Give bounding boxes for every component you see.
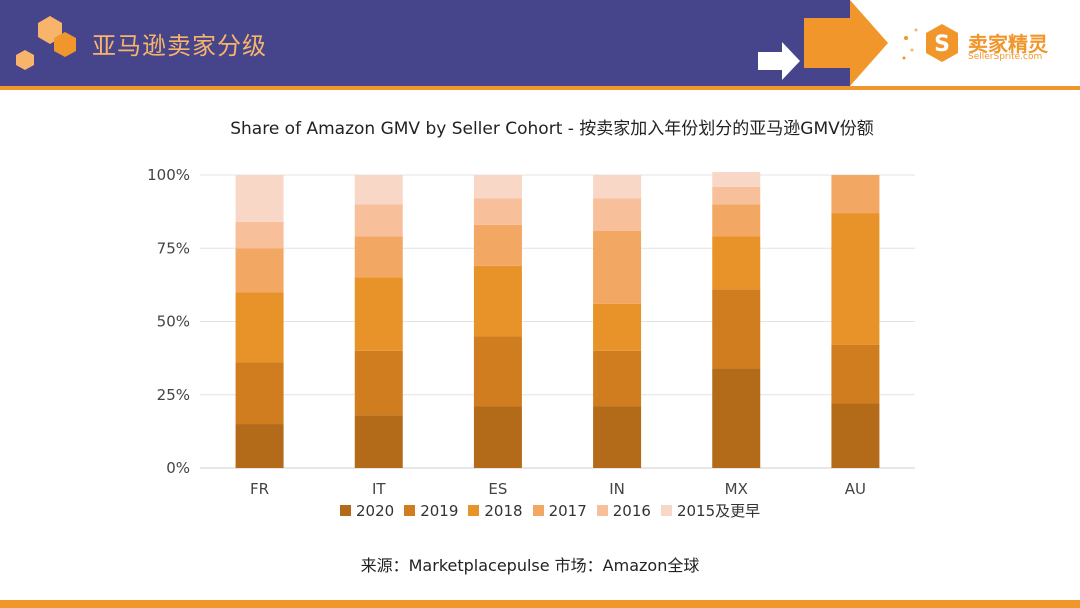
x-tick-label: IN bbox=[609, 480, 625, 498]
chart-legend: 2020 2019 2018 2017 2016 2015及更早 bbox=[340, 500, 770, 521]
bar-segment-2017-IN bbox=[593, 230, 642, 304]
bar-segment-2017-AU bbox=[831, 175, 880, 214]
bar-segment-2019-MX bbox=[712, 289, 761, 369]
x-tick-label: ES bbox=[488, 480, 507, 498]
legend-swatch bbox=[404, 505, 416, 516]
bar-segment-2019-AU bbox=[831, 344, 880, 404]
bar-segment-2020-IN bbox=[593, 406, 642, 468]
legend-swatch bbox=[532, 505, 544, 516]
legend-label: 2016 bbox=[612, 501, 651, 520]
y-tick-label: 25% bbox=[157, 386, 190, 404]
bar-segment-2020-AU bbox=[831, 403, 880, 468]
bar-segment-2017-IT bbox=[354, 236, 403, 278]
source-note: 来源：Marketplacepulse 市场：Amazon全球 bbox=[360, 556, 700, 575]
y-tick-label: 0% bbox=[166, 459, 190, 477]
header-band bbox=[0, 0, 850, 86]
logo-text: 卖家精灵 bbox=[968, 32, 1048, 56]
bar-segment-2018-FR bbox=[235, 292, 284, 363]
bar-segment-2020-ES bbox=[473, 406, 522, 468]
bar-segment-2018-AU bbox=[831, 213, 880, 345]
legend-item: 2020 bbox=[340, 500, 394, 521]
bar-segment-2017-ES bbox=[473, 224, 522, 266]
page-title: 亚马逊卖家分级 bbox=[92, 32, 267, 60]
footer-divider bbox=[0, 600, 1080, 608]
svg-text:S: S bbox=[934, 32, 950, 57]
x-tick-label: AU bbox=[845, 480, 866, 498]
bar-segment-2017-FR bbox=[235, 248, 284, 293]
bar-segment-2018-IN bbox=[593, 303, 642, 351]
legend-label: 2018 bbox=[484, 501, 523, 520]
bar-segment-2015及更早-MX bbox=[712, 172, 761, 187]
header: 亚马逊卖家分级 S 卖家精灵 SellerSprite.com bbox=[0, 0, 1080, 86]
bar-segment-2019-ES bbox=[473, 336, 522, 407]
bar-segment-2019-IT bbox=[354, 350, 403, 416]
bar-segment-2015及更早-IN bbox=[593, 175, 642, 199]
bar-segment-2015及更早-ES bbox=[473, 175, 522, 199]
bar-segment-2015及更早-FR bbox=[235, 175, 284, 222]
bar-segment-2018-IT bbox=[354, 277, 403, 351]
bar-segment-2016-ES bbox=[473, 198, 522, 225]
bar-segment-2020-IT bbox=[354, 415, 403, 468]
chart-title: Share of Amazon GMV by Seller Cohort - 按… bbox=[230, 119, 874, 139]
header-divider bbox=[0, 86, 1080, 90]
legend-label: 2015及更早 bbox=[676, 502, 761, 520]
legend-label: 2017 bbox=[548, 501, 587, 520]
y-tick-label: 50% bbox=[157, 313, 190, 331]
legend-swatch bbox=[660, 505, 672, 516]
legend-item: 2015及更早 bbox=[660, 500, 761, 521]
legend-item: 2019 bbox=[404, 500, 458, 521]
arrow-icon bbox=[758, 0, 888, 86]
bar-segment-2020-FR bbox=[235, 424, 284, 468]
y-tick-label: 75% bbox=[157, 239, 190, 257]
bar-segment-2019-IN bbox=[593, 350, 642, 407]
legend-swatch bbox=[340, 505, 351, 516]
bar-segment-2019-FR bbox=[235, 362, 284, 425]
hexagon-cluster-icon bbox=[16, 16, 76, 70]
bar-segment-2016-MX bbox=[712, 186, 761, 205]
legend-item: 2017 bbox=[532, 500, 587, 521]
logo-url: SellerSprite.com bbox=[968, 52, 1043, 62]
legend-label: 2019 bbox=[420, 501, 459, 520]
logo-s-icon: S bbox=[902, 24, 958, 62]
legend-label: 2020 bbox=[356, 501, 395, 520]
legend-swatch bbox=[468, 505, 480, 516]
legend-item: 2016 bbox=[596, 500, 651, 521]
bar-segment-2016-IT bbox=[354, 204, 403, 237]
x-tick-label: MX bbox=[725, 480, 748, 498]
bar-segment-2018-ES bbox=[473, 265, 522, 337]
legend-swatch bbox=[596, 505, 608, 516]
sellersprite-logo: S 卖家精灵 SellerSprite.com bbox=[900, 20, 1075, 68]
bar-segment-2016-IN bbox=[593, 198, 642, 231]
y-tick-label: 100% bbox=[147, 166, 190, 184]
bar-segment-2020-MX bbox=[712, 368, 761, 468]
legend-item: 2018 bbox=[468, 500, 523, 521]
x-tick-label: FR bbox=[250, 480, 269, 498]
bar-segment-2015及更早-IT bbox=[354, 175, 403, 205]
bar-segment-2017-MX bbox=[712, 204, 761, 237]
bar-segment-2018-MX bbox=[712, 236, 761, 290]
bar-segment-2016-FR bbox=[235, 221, 284, 249]
x-tick-label: IT bbox=[372, 480, 386, 498]
